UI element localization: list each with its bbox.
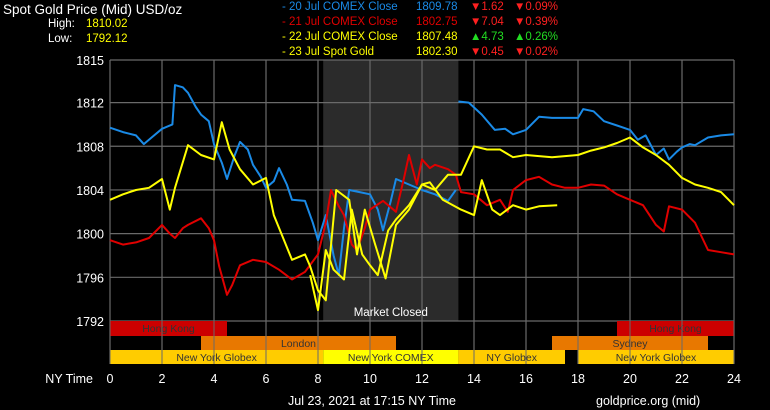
legend-change-pct: ▼0.39% [514, 16, 558, 28]
legend-value: 1807.48 [416, 31, 458, 43]
legend-change-pct: ▼0.09% [514, 1, 558, 13]
legend-change: ▼7.04 [470, 16, 504, 28]
x-tick-label: 6 [263, 372, 270, 386]
session-label: Hong Kong [649, 323, 702, 335]
session-label: New York Globex [616, 352, 697, 364]
legend-change: ▲4.73 [470, 31, 504, 43]
x-tick-label: 20 [623, 372, 637, 386]
y-tick-label: 1808 [76, 140, 104, 154]
session-label: New York COMEX [348, 352, 434, 364]
footer-source: goldprice.org (mid) [596, 394, 701, 408]
footer-timestamp: Jul 23, 2021 at 17:15 NY Time [288, 394, 456, 408]
legend-change-pct: ▼0.02% [514, 46, 558, 58]
market-closed-label: Market Closed [354, 307, 428, 319]
low-label: Low: [48, 33, 73, 45]
session-bar [110, 321, 227, 336]
session-label: New York Globex [176, 352, 257, 364]
y-tick-label: 1796 [76, 271, 104, 285]
y-tick-label: 1800 [76, 228, 104, 242]
session-bar [578, 350, 734, 364]
session-label: London [281, 338, 316, 350]
x-tick-label: 12 [415, 372, 429, 386]
x-tick-label: 2 [159, 372, 166, 386]
x-tick-label: 24 [727, 372, 741, 386]
legend-label: - 22 Jul COMEX Close [282, 31, 398, 43]
legend-label: - 23 Jul Spot Gold [282, 46, 375, 58]
series-line-20-jul-comex-close [109, 84, 735, 277]
legend-value: 1802.30 [416, 46, 458, 58]
legend-change: ▼1.62 [470, 1, 504, 13]
legend-label: - 21 Jul COMEX Close [282, 16, 398, 28]
x-axis-label: NY Time [45, 372, 93, 386]
legend-value: 1802.75 [416, 16, 458, 28]
y-tick-label: 1804 [76, 184, 104, 198]
x-tick-label: 14 [467, 372, 481, 386]
x-tick-label: 22 [675, 372, 689, 386]
session-bar [617, 321, 734, 336]
session-label: Hong Kong [142, 323, 195, 335]
y-tick-label: 1792 [76, 315, 104, 329]
x-tick-label: 18 [571, 372, 585, 386]
legend-change-pct: ▲0.26% [514, 31, 558, 43]
session-label: NY Globex [486, 352, 537, 364]
chart-title: Spot Gold Price (Mid) USD/oz [3, 2, 183, 17]
x-tick-label: 0 [107, 372, 114, 386]
series-line-23-jul-spot-gold [109, 121, 558, 302]
session-bar [323, 350, 459, 364]
y-tick-label: 1812 [76, 97, 104, 111]
legend-value: 1809.78 [416, 1, 458, 13]
x-tick-label: 8 [315, 372, 322, 386]
x-tick-label: 16 [519, 372, 533, 386]
legend-change: ▼0.45 [470, 46, 504, 58]
high-label: High: [48, 18, 75, 30]
session-bar [458, 350, 565, 364]
series-line-21-jul-comex-close [109, 154, 735, 296]
high-value: 1810.02 [86, 18, 128, 30]
x-tick-label: 10 [363, 372, 377, 386]
low-value: 1792.12 [86, 33, 128, 45]
session-bar [110, 350, 324, 364]
session-bar [201, 336, 396, 350]
legend-label: - 20 Jul COMEX Close [282, 1, 398, 13]
y-tick-label: 1815 [76, 54, 104, 68]
x-tick-label: 4 [211, 372, 218, 386]
